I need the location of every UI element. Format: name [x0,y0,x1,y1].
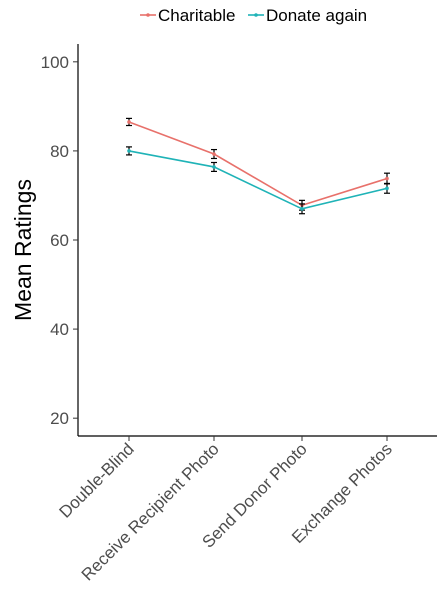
y-tick-label: 100 [41,53,69,72]
y-tick-label: 60 [50,231,69,250]
y-axis-ticks: 20 40 60 80 100 [41,53,78,428]
data-point [385,176,389,181]
y-tick-label: 40 [50,320,69,339]
data-point [127,120,131,124]
y-axis-title-group: Mean Ratings [10,179,36,321]
legend-key-point [254,13,258,17]
legend: Charitable Donate again [140,6,367,25]
series-line [128,150,388,210]
data-point [127,149,131,153]
y-tick-label: 20 [50,409,69,428]
series-layer [126,117,390,215]
legend-label: Donate again [266,6,367,25]
data-point [385,186,389,191]
x-tick-label: Double-Blind [56,439,138,521]
x-tick-label: Receive Recipient Photo [78,439,223,584]
legend-item: Donate again [248,6,367,25]
legend-item: Charitable [140,6,236,25]
data-point [300,207,304,211]
axes [77,44,437,437]
data-point [212,165,216,169]
legend-label: Charitable [158,6,236,25]
y-tick-label: 80 [50,142,69,161]
series-donate-again [126,146,390,215]
y-axis-title: Mean Ratings [10,179,36,321]
series-line [128,121,388,207]
data-point [212,152,216,156]
legend-key-point [146,13,150,17]
